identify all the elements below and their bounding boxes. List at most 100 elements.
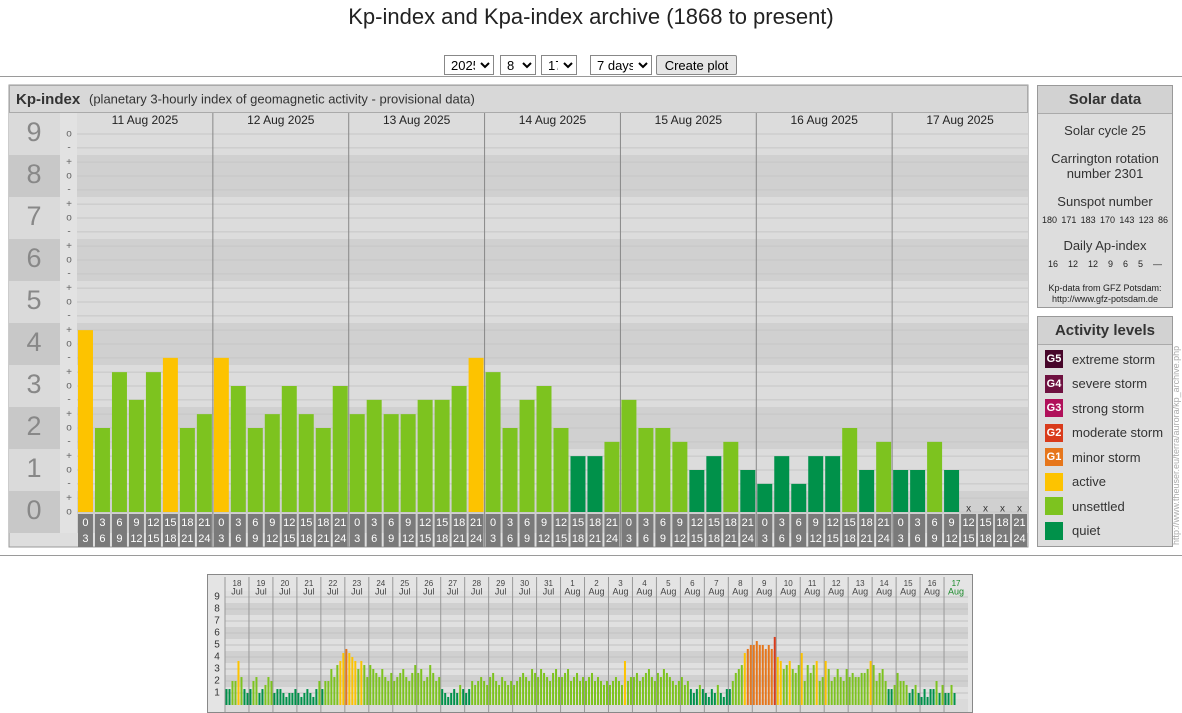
bar [492,672,495,705]
interval-label: 3 [915,517,921,529]
bar [650,677,653,705]
bar [773,636,776,705]
y-minor-tick-label: - [67,353,70,364]
y-tick-label: 9 [214,592,220,603]
bar [501,677,504,705]
bar [800,653,803,705]
label-band [9,281,60,323]
interval-box [400,514,416,547]
interval-label: 3 [643,517,649,529]
legend-label: moderate storm [1072,425,1164,441]
y-minor-tick-label: o [66,465,72,476]
day-label: Aug [732,586,748,596]
sunspot-value: 123 [1138,215,1154,225]
label-band [9,239,60,281]
bar [629,677,632,705]
bar [604,441,620,512]
interval-label: 6 [660,517,666,529]
day-label: Jul [543,586,555,596]
missing-mark: x [983,504,988,515]
day-label: Jul [327,586,339,596]
bar [591,672,594,705]
bar [543,672,546,705]
y-minor-tick-label: + [66,241,72,252]
bar [860,672,863,705]
interval-label: 0 [626,517,632,529]
bar [623,660,626,705]
bar [387,681,390,705]
day-label: Jul [519,586,531,596]
day-label: 16 [928,579,937,588]
bar [576,672,579,705]
day-label: 11 [808,579,817,588]
y-tick-label: 8 [214,604,220,615]
y-minor-tick-label: o [66,171,72,182]
y-minor-tick-label: o [66,423,72,434]
day-select[interactable]: 17 [541,55,577,75]
bar [680,677,683,705]
interval-label: 6 [99,533,105,545]
bar [247,428,263,512]
bar [231,681,234,705]
day-label: Aug [948,586,964,596]
bar [758,645,761,705]
y-tick-label: 0 [26,495,41,525]
bar [746,648,749,705]
day-label: 8 [738,579,743,588]
label-band [9,113,60,155]
day-label: 17 Aug 2025 [926,113,994,127]
bar [887,689,890,705]
label-band [9,491,60,533]
interval-label: 21 [334,517,346,529]
y-minor-tick-label: o [66,339,72,350]
interval-label: 3 [354,533,360,545]
create-plot-button[interactable]: Create plot [656,55,737,75]
bar [893,470,909,512]
interval-box [519,514,535,547]
legend-swatch: G5 [1045,350,1063,369]
bar [321,689,324,705]
bar [815,660,818,705]
interval-box [179,514,195,547]
bar [498,684,501,705]
interval-label: 18 [317,517,329,529]
interval-label: 9 [796,533,802,545]
bar [719,693,722,705]
bar [546,677,549,705]
interval-label: 21 [996,533,1008,545]
day-label: 5 [666,579,671,588]
year-select[interactable]: 2025 [444,55,494,75]
minor-label-band [60,491,77,533]
day-label: 17 [952,579,961,588]
bar [252,681,255,705]
interval-box [927,514,943,547]
day-label: Aug [780,586,796,596]
legend-item: quiet [1038,519,1172,544]
bar [383,414,399,512]
interval-label: 18 [164,533,176,545]
bar [594,681,596,705]
interval-label: 12 [147,517,159,529]
bar [294,689,297,705]
bar [345,648,348,705]
bar [456,693,459,705]
interval-label: 3 [898,533,904,545]
bar [375,672,378,705]
interval-label: 6 [252,517,258,529]
span-select[interactable]: 7 days [590,55,652,75]
bar [390,672,393,705]
day-label: Jul [471,586,483,596]
bar [839,677,842,705]
sunspot-value: 183 [1080,215,1096,225]
bar [349,414,365,512]
interval-label: 12 [674,533,686,545]
interval-box [706,514,722,547]
bar [797,665,800,705]
interval-label: 24 [334,533,346,545]
bar [716,684,719,705]
month-select[interactable]: 8 [500,55,536,75]
bar [531,669,534,705]
bar [423,681,426,705]
bar [513,684,516,705]
y-minor-tick-label: + [66,451,72,462]
